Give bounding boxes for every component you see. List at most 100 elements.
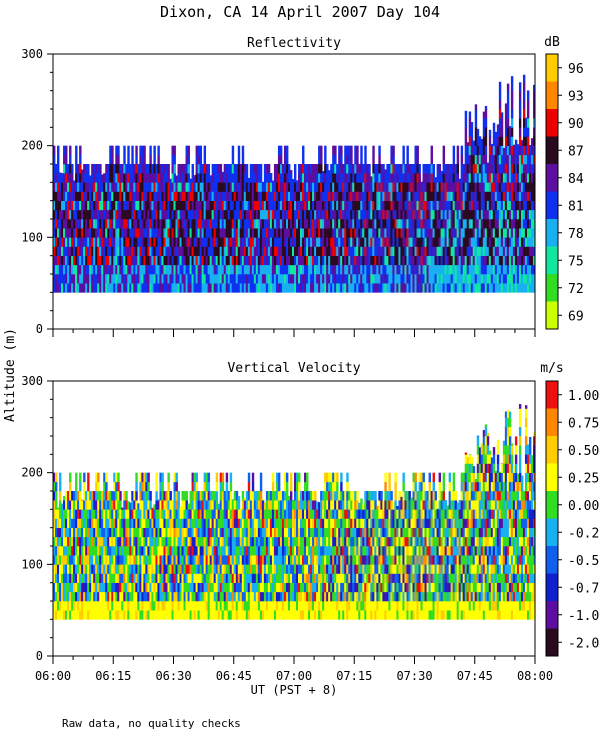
heatmap-cell [53,564,56,574]
heatmap-cell [121,591,124,602]
heatmap-cell [502,200,506,211]
heatmap-cell [390,228,393,238]
heatmap-cell [221,274,225,284]
heatmap-cell [133,283,136,293]
heatmap-cell [474,109,478,119]
heatmap-cell [273,173,277,183]
heatmap-cell [217,173,221,183]
heatmap-cell [211,536,215,547]
heatmap-cell [348,200,351,211]
heatmap-cell [195,182,198,192]
heatmap-cell [207,173,211,183]
heatmap-cell [520,173,524,183]
heatmap-cell [93,536,96,547]
heatmap-cell [99,601,102,611]
heatmap-cell [328,173,331,183]
heatmap-cell [454,200,458,211]
heatmap-cell [117,518,120,528]
heatmap-cell [376,237,379,247]
heatmap-cell [197,518,201,528]
heatmap-cell [131,219,134,229]
heatmap-cell [518,164,522,174]
heatmap-cell [165,546,168,556]
heatmap-cell [155,518,158,528]
heatmap-cell [173,154,176,165]
heatmap-cell [458,237,462,247]
heatmap-cell [119,173,122,183]
heatmap-cell [131,264,134,275]
heatmap-cell [259,228,263,238]
heatmap-cell [502,274,506,284]
heatmap-cell [277,164,281,174]
heatmap-cell [115,610,118,620]
heatmap-cell [281,274,285,284]
heatmap-cell [460,264,464,275]
heatmap-cell [63,264,66,275]
heatmap-cell [298,274,301,284]
heatmap-cell [386,237,389,247]
heatmap-cell [131,610,134,620]
heatmap-cell [71,518,74,528]
heatmap-cell [125,191,128,201]
heatmap-cell [532,191,535,201]
heatmap-cell [366,173,369,183]
heatmap-cell [207,200,211,211]
heatmap-cell [205,228,209,238]
heatmap-cell [344,209,347,220]
heatmap-cell [97,582,100,593]
heatmap-cell [235,182,239,192]
heatmap-cell [472,209,476,220]
heatmap-cell [474,274,478,284]
heatmap-cell [233,182,237,192]
heatmap-cell [342,182,345,192]
heatmap-cell [376,200,379,211]
heatmap-cell [133,536,136,547]
heatmap-cell [506,228,510,238]
heatmap-cell [294,182,297,192]
heatmap-cell [123,154,126,165]
heatmap-cell [328,200,331,211]
heatmap-cell [484,118,488,128]
heatmap-cell [173,500,176,510]
heatmap-cell [85,536,88,547]
heatmap-cell [209,274,213,284]
heatmap-cell [233,200,237,211]
heatmap-cell [320,237,323,247]
heatmap-cell [201,564,205,574]
heatmap-cell [414,219,417,229]
heatmap-cell [269,173,273,183]
heatmap-cell [382,173,385,183]
heatmap-cell [259,246,263,256]
heatmap-cell [149,582,152,593]
heatmap-cell [157,145,160,156]
heatmap-cell [506,283,510,293]
heatmap-cell [414,246,417,256]
heatmap-cell [171,591,174,602]
heatmap-cell [213,200,217,211]
heatmap-cell [508,127,512,137]
heatmap-cell [93,209,96,220]
heatmap-cell [167,228,170,238]
heatmap-cell [259,264,263,275]
heatmap-cell [161,228,164,238]
heatmap-cell [59,601,62,611]
heatmap-cell [133,209,136,220]
heatmap-cell [79,219,82,229]
heatmap-cell [478,219,482,229]
heatmap-cell [285,164,289,174]
heatmap-cell [109,283,112,293]
heatmap-cell [386,164,389,174]
heatmap-cell [107,209,110,220]
heatmap-cell [444,264,448,275]
heatmap-cell [382,283,385,293]
heatmap-cell [267,264,271,275]
heatmap-cell [532,219,535,229]
heatmap-cell [298,237,301,247]
heatmap-cell [145,228,148,238]
heatmap-cell [434,228,437,238]
heatmap-cell [103,509,106,519]
heatmap-cell [251,237,255,247]
heatmap-cell [165,536,168,547]
heatmap-cell [480,246,484,256]
heatmap-cell [255,173,259,183]
